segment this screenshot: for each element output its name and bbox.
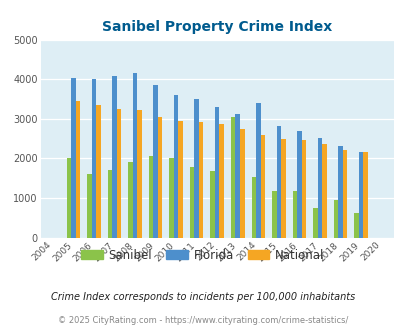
Bar bbox=[251, 178, 256, 238]
Bar bbox=[96, 105, 100, 238]
Bar bbox=[333, 200, 337, 238]
Bar bbox=[235, 115, 239, 238]
Bar bbox=[276, 126, 280, 238]
Bar bbox=[239, 129, 244, 238]
Title: Sanibel Property Crime Index: Sanibel Property Crime Index bbox=[102, 20, 332, 34]
Bar bbox=[210, 172, 214, 238]
Bar bbox=[312, 208, 317, 238]
Bar bbox=[260, 135, 264, 238]
Bar bbox=[301, 140, 305, 238]
Bar bbox=[149, 156, 153, 238]
Bar bbox=[198, 122, 203, 238]
Bar bbox=[128, 162, 132, 238]
Bar bbox=[214, 107, 219, 238]
Bar bbox=[321, 144, 326, 238]
Bar bbox=[219, 123, 224, 238]
Bar bbox=[132, 73, 137, 238]
Bar bbox=[230, 117, 235, 238]
Bar bbox=[71, 78, 75, 238]
Text: Crime Index corresponds to incidents per 100,000 inhabitants: Crime Index corresponds to incidents per… bbox=[51, 292, 354, 302]
Bar bbox=[158, 117, 162, 238]
Bar bbox=[271, 191, 276, 238]
Bar bbox=[194, 99, 198, 238]
Bar bbox=[292, 191, 296, 238]
Bar bbox=[337, 146, 342, 238]
Bar bbox=[137, 111, 141, 238]
Bar bbox=[92, 79, 96, 238]
Bar bbox=[358, 152, 362, 238]
Text: © 2025 CityRating.com - https://www.cityrating.com/crime-statistics/: © 2025 CityRating.com - https://www.city… bbox=[58, 316, 347, 325]
Bar bbox=[296, 131, 301, 238]
Bar bbox=[66, 158, 71, 238]
Bar bbox=[280, 139, 285, 238]
Bar bbox=[87, 174, 92, 238]
Bar bbox=[107, 170, 112, 238]
Legend: Sanibel, Florida, National: Sanibel, Florida, National bbox=[77, 244, 328, 266]
Bar bbox=[353, 213, 358, 238]
Bar bbox=[173, 95, 178, 238]
Bar bbox=[75, 101, 80, 238]
Bar bbox=[169, 158, 173, 238]
Bar bbox=[362, 152, 367, 238]
Bar bbox=[342, 150, 346, 238]
Bar bbox=[190, 167, 194, 238]
Bar bbox=[117, 109, 121, 238]
Bar bbox=[112, 76, 117, 238]
Bar bbox=[317, 138, 321, 238]
Bar bbox=[178, 121, 183, 238]
Bar bbox=[256, 103, 260, 238]
Bar bbox=[153, 85, 158, 238]
